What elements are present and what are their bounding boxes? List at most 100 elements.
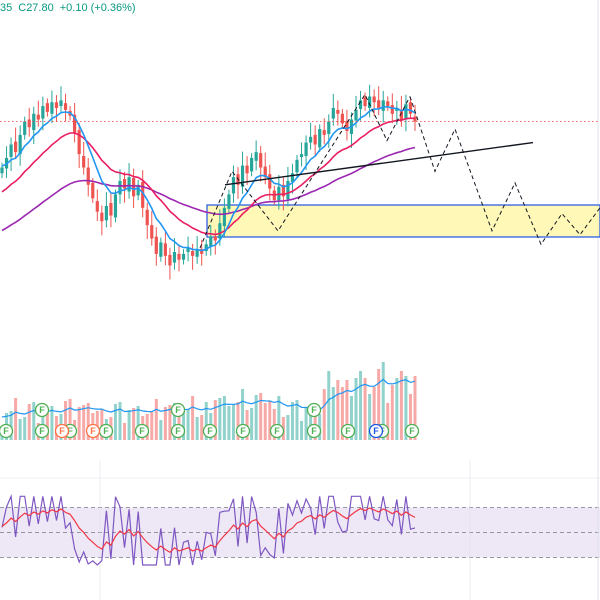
volume-bar xyxy=(64,401,68,440)
volume-bar xyxy=(363,378,367,440)
earnings-flag-icon: F xyxy=(202,423,218,439)
volume-bar xyxy=(77,407,81,440)
candle-body xyxy=(9,144,13,157)
volume-bar xyxy=(331,387,335,440)
flag-label: F xyxy=(373,426,379,436)
candle-body xyxy=(59,100,63,107)
flag-label: F xyxy=(67,426,73,436)
flag-label: F xyxy=(409,426,415,436)
volume-bar xyxy=(100,409,104,440)
volume-bar xyxy=(345,380,349,440)
candle-body xyxy=(54,102,59,108)
flag-label: F xyxy=(3,426,9,436)
volume-bar xyxy=(227,406,231,440)
candle-body xyxy=(113,194,118,218)
candle-body xyxy=(322,130,326,135)
candle-body xyxy=(259,153,263,168)
candle-body xyxy=(27,119,31,128)
earnings-flag-icon: F xyxy=(34,402,50,418)
demand-zone-layer xyxy=(206,204,600,238)
earnings-flag-icon: F xyxy=(0,423,14,439)
volume-bar xyxy=(245,410,249,440)
candle-body xyxy=(222,207,226,227)
flag-circle xyxy=(134,423,150,439)
candle-body xyxy=(358,100,363,109)
flag-label: F xyxy=(175,405,181,415)
volume-bar xyxy=(113,404,117,440)
volume-bar xyxy=(286,415,290,440)
candle-body xyxy=(231,177,236,194)
candle-body xyxy=(340,113,344,124)
flag-label: F xyxy=(240,426,246,436)
candle-body xyxy=(313,134,317,145)
flag-label: F xyxy=(59,426,65,436)
flag-circle xyxy=(170,423,186,439)
candle-body xyxy=(377,100,381,108)
flag-circle xyxy=(269,423,285,439)
candle-body xyxy=(145,209,149,226)
volume-bar xyxy=(123,423,127,440)
earnings-flag-icon: F xyxy=(34,423,50,439)
open-value-tail: 35 xyxy=(0,2,13,14)
candle-body xyxy=(118,180,122,195)
flag-circle xyxy=(85,423,101,439)
candle-body xyxy=(163,243,167,256)
volume-bar xyxy=(191,396,195,440)
volume-bar xyxy=(127,410,131,440)
candle-body xyxy=(218,223,222,239)
flag-label: F xyxy=(39,405,45,415)
flag-label: F xyxy=(39,426,45,436)
candle-body xyxy=(213,236,217,241)
volume-bar xyxy=(372,387,376,440)
volume-bar xyxy=(259,393,263,440)
drawings xyxy=(0,93,600,249)
flag-label: F xyxy=(274,426,280,436)
candle-body xyxy=(372,96,376,103)
volume-bar xyxy=(182,411,186,440)
candle-body xyxy=(408,102,413,114)
candle-body xyxy=(381,100,385,111)
volume-bar xyxy=(32,402,36,440)
volume-bar xyxy=(159,420,163,440)
flag-label: F xyxy=(90,426,96,436)
candle-body xyxy=(127,177,131,192)
volume-bar xyxy=(268,401,272,440)
candle-body xyxy=(168,254,172,266)
candle-body xyxy=(63,103,68,110)
candle-body xyxy=(290,173,295,182)
volume-bar xyxy=(27,404,31,440)
flag-label: F xyxy=(311,405,317,415)
volume-bar xyxy=(395,378,399,440)
volume-bar xyxy=(204,402,208,440)
volume-bar xyxy=(218,398,222,440)
candle-body xyxy=(41,106,45,119)
demand-zone xyxy=(206,204,600,238)
volume-bar xyxy=(322,389,326,440)
candle-body xyxy=(45,103,49,112)
earnings-flag-icon: F xyxy=(54,423,70,439)
flag-circle xyxy=(235,423,251,439)
volume-bar xyxy=(154,399,158,440)
flag-circle xyxy=(0,423,14,439)
volume-bar xyxy=(390,385,394,440)
volume-bar xyxy=(404,376,408,440)
candle-body xyxy=(299,154,304,157)
candle-body xyxy=(159,242,163,257)
volume-bar xyxy=(222,396,226,440)
candle-body xyxy=(404,104,408,120)
candle-body xyxy=(195,250,199,257)
volume-bar xyxy=(295,400,299,440)
flag-circle xyxy=(306,423,322,439)
volume-bar xyxy=(9,411,13,440)
candle-body xyxy=(186,248,190,252)
flag-label: F xyxy=(345,426,351,436)
earnings-flag-icon: F xyxy=(306,402,322,418)
candle-body xyxy=(95,201,99,212)
flag-label: F xyxy=(139,426,145,436)
volume-bar xyxy=(172,403,176,440)
ema-slow-line xyxy=(1,146,416,232)
candle-body xyxy=(254,152,258,161)
candle-body xyxy=(327,121,331,134)
